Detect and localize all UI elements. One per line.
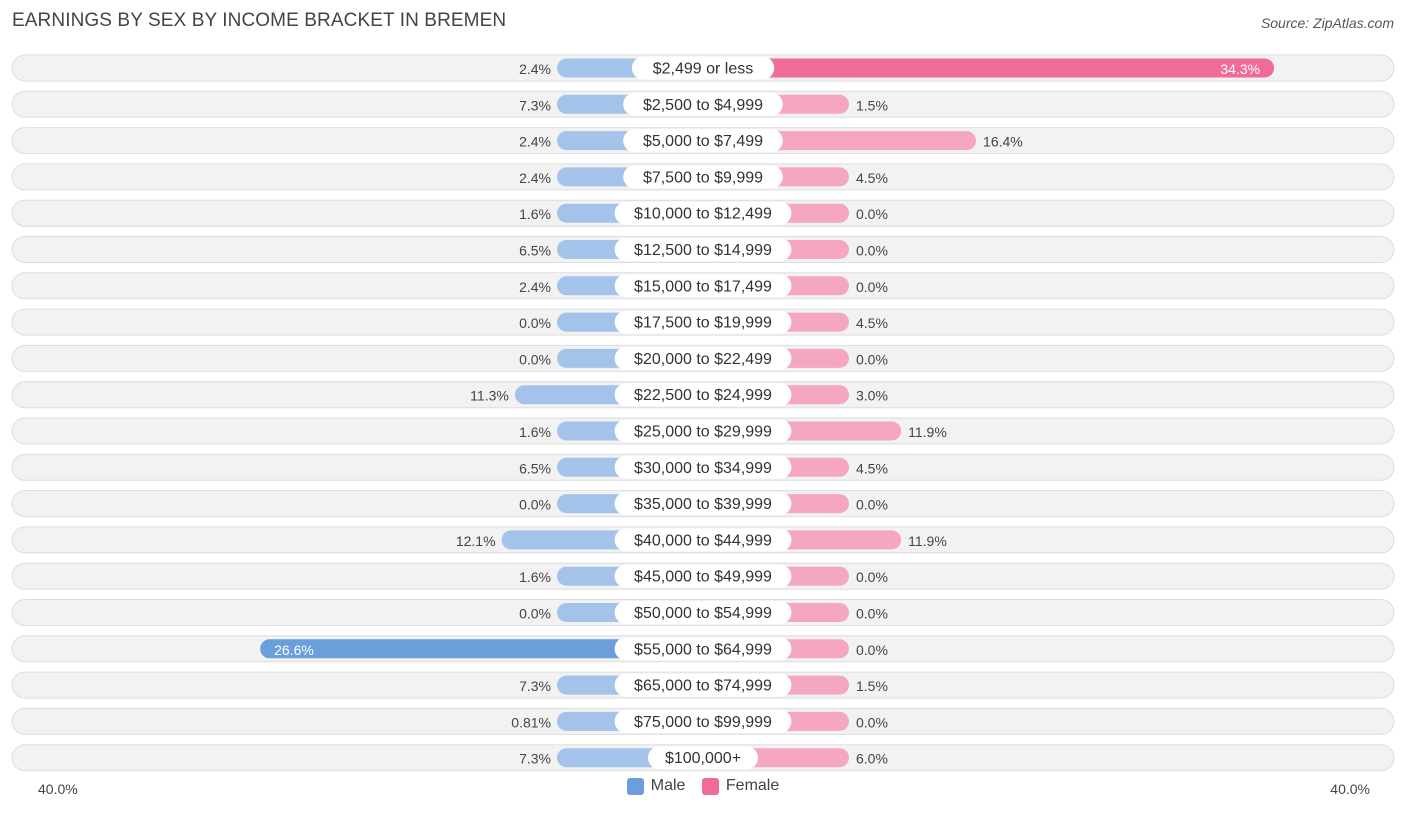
value-label-male: 2.4% (519, 61, 551, 77)
value-label-female: 6.0% (856, 751, 888, 767)
value-label-female: 0.0% (856, 206, 888, 222)
bar-male (260, 639, 703, 659)
category-label-box (614, 492, 792, 516)
legend-swatch-male (626, 777, 644, 795)
value-label-female: 11.9% (908, 424, 947, 440)
value-label-male: 7.3% (519, 678, 551, 694)
value-label-female: 0.0% (856, 569, 888, 585)
axis-left-label: 40.0% (38, 781, 78, 797)
category-label: $2,500 to $4,999 (643, 97, 763, 114)
category-label-box (614, 637, 792, 661)
value-label-male: 2.4% (519, 134, 551, 150)
value-label-male: 26.6% (274, 642, 314, 658)
value-label-female: 34.3% (1220, 61, 1260, 77)
category-label-box (614, 528, 792, 552)
category-label: $35,000 to $39,999 (634, 496, 772, 513)
category-label: $20,000 to $22,499 (634, 351, 772, 368)
category-label: $17,500 to $19,999 (634, 315, 772, 332)
value-label-female: 4.5% (856, 315, 888, 331)
category-label: $2,499 or less (653, 61, 754, 78)
value-label-female: 0.0% (856, 642, 888, 658)
category-label: $75,000 to $99,999 (634, 714, 772, 731)
category-label: $10,000 to $12,499 (634, 206, 772, 223)
bar-female (703, 58, 1275, 78)
legend-label-male: Male (650, 777, 686, 794)
category-label: $55,000 to $64,999 (634, 641, 772, 658)
value-label-male: 0.81% (511, 714, 551, 730)
category-label-box (623, 129, 783, 153)
legend-swatch-female (701, 777, 719, 795)
category-label-box (614, 238, 792, 261)
value-label-female: 0.0% (856, 714, 888, 730)
value-label-male: 2.4% (519, 279, 551, 295)
category-label-box (623, 92, 783, 116)
value-label-male: 7.3% (519, 751, 551, 767)
value-label-male: 6.5% (519, 460, 551, 476)
value-label-male: 1.6% (519, 424, 551, 440)
chart-title: EARNINGS BY SEX BY INCOME BRACKET IN BRE… (12, 10, 507, 31)
value-label-female: 4.5% (856, 460, 888, 476)
value-label-female: 3.0% (856, 388, 888, 404)
value-label-male: 1.6% (519, 569, 551, 585)
legend-item-male[interactable]: Male (626, 777, 686, 795)
category-label-box (614, 201, 792, 225)
value-label-female: 16.4% (983, 134, 1023, 150)
value-label-male: 0.0% (519, 606, 551, 622)
category-label-box (614, 564, 792, 588)
category-label-box (614, 346, 792, 370)
legend-item-female[interactable]: Female (701, 777, 780, 795)
category-label-box (614, 601, 792, 624)
value-label-male: 0.0% (519, 497, 551, 513)
category-label: $30,000 to $34,999 (634, 460, 772, 477)
category-label: $45,000 to $49,999 (634, 569, 772, 586)
legend-label-female: Female (725, 777, 780, 794)
legend: Male Female (0, 777, 1406, 800)
category-label: $40,000 to $44,999 (634, 532, 772, 549)
category-label-box (648, 746, 758, 770)
value-label-female: 0.0% (856, 279, 888, 295)
value-label-female: 0.0% (856, 243, 888, 259)
category-label-box (614, 274, 792, 298)
value-label-female: 0.0% (856, 351, 888, 367)
category-label-box (614, 419, 792, 443)
category-label-box (614, 709, 792, 733)
value-label-female: 4.5% (856, 170, 888, 186)
category-label: $25,000 to $29,999 (634, 424, 772, 441)
value-label-female: 0.0% (856, 497, 888, 513)
category-label: $50,000 to $54,999 (634, 605, 772, 622)
category-label-box (614, 673, 792, 697)
category-label-box (623, 165, 783, 189)
category-label: $65,000 to $74,999 (634, 678, 772, 695)
category-label: $5,000 to $7,499 (643, 133, 763, 150)
value-label-male: 11.3% (470, 388, 509, 404)
source-label: Source: ZipAtlas.com (1260, 15, 1394, 31)
value-label-male: 6.5% (519, 243, 551, 259)
category-label-box (631, 56, 775, 80)
value-label-male: 0.0% (519, 315, 551, 331)
category-label: $22,500 to $24,999 (634, 387, 772, 404)
value-label-female: 1.5% (856, 97, 888, 113)
category-label: $12,500 to $14,999 (634, 242, 772, 259)
category-label-box (614, 383, 792, 407)
value-label-male: 0.0% (519, 351, 551, 367)
value-label-male: 2.4% (519, 170, 551, 186)
category-label: $15,000 to $17,499 (634, 278, 772, 295)
category-label-box (614, 455, 792, 479)
value-label-male: 7.3% (519, 97, 551, 113)
value-label-male: 1.6% (519, 206, 551, 222)
value-label-female: 11.9% (908, 533, 947, 549)
value-label-female: 0.0% (856, 606, 888, 622)
category-label-box (614, 310, 792, 334)
category-label: $100,000+ (665, 750, 741, 767)
category-label: $7,500 to $9,999 (643, 169, 763, 186)
value-label-male: 12.1% (456, 533, 496, 549)
axis-right-label: 40.0% (1330, 781, 1370, 797)
value-label-female: 1.5% (856, 678, 888, 694)
